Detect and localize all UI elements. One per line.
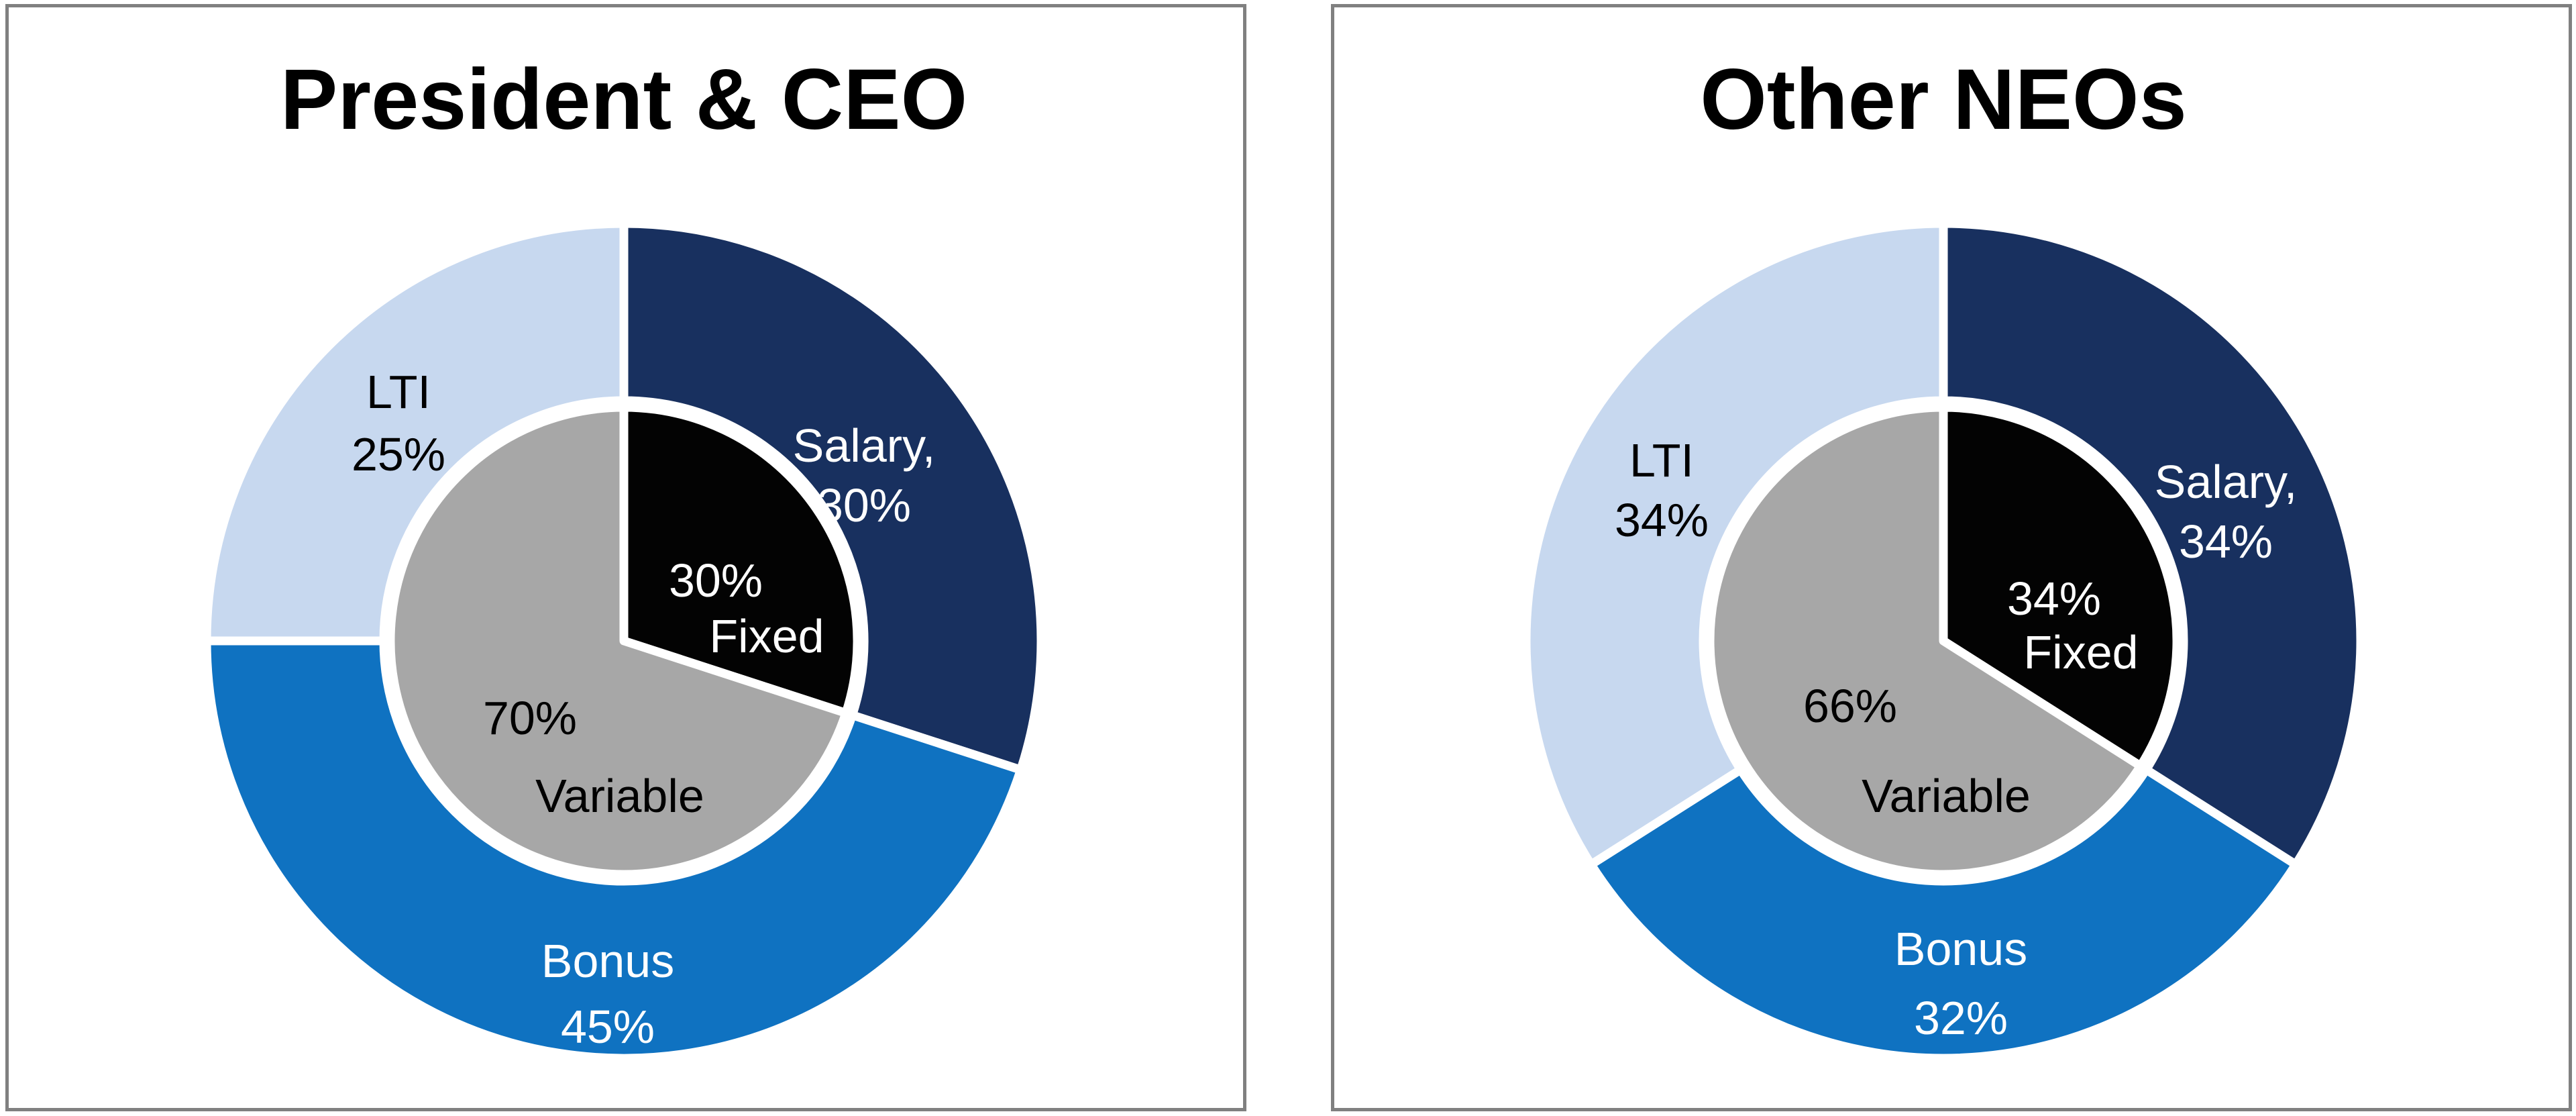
chart-title-other-neos: Other NEOs	[1700, 52, 2187, 148]
ring-slice-bonus	[1587, 765, 2300, 1063]
label-fixed-line1: 30%	[668, 554, 763, 607]
label-fixed-line2: Fixed	[2023, 626, 2139, 678]
label-variable-line2: Variable	[1862, 770, 2031, 822]
label-lti-line1: LTI	[1629, 434, 1694, 487]
label-lti-line2: 25%	[351, 428, 446, 480]
label-bonus-line2: 32%	[1913, 992, 2008, 1044]
label-variable-line1: 66%	[1803, 680, 1898, 732]
ring-slice-lti	[1521, 219, 1948, 869]
donut-other-neos	[1521, 219, 2365, 1063]
ring-slice-bonus	[202, 636, 1026, 1063]
donut-president-ceo	[202, 219, 1046, 1063]
label-salary-line2: 30%	[816, 479, 912, 531]
label-lti-line2: 34%	[1614, 494, 1709, 546]
ring-slice-salary	[619, 219, 1046, 774]
label-lti-line1: LTI	[366, 366, 431, 418]
ring-slice-salary	[1939, 219, 2365, 869]
label-salary-line2: 34%	[2178, 515, 2273, 568]
label-bonus-line1: Bonus	[541, 935, 675, 987]
label-bonus-line2: 45%	[560, 1001, 655, 1053]
label-salary-line1: Salary,	[2154, 456, 2298, 508]
pie-slice-variable	[1705, 403, 2145, 879]
label-salary-line1: Salary,	[792, 419, 936, 472]
label-variable-line1: 70%	[482, 692, 578, 744]
label-variable-line2: Variable	[535, 770, 704, 822]
label-bonus-line1: Bonus	[1894, 923, 2028, 975]
chart-title-president-ceo: President & CEO	[280, 52, 968, 148]
pie-slice-fixed	[619, 403, 862, 718]
ring-slice-lti	[202, 219, 629, 646]
pie-slice-variable	[386, 403, 851, 879]
label-fixed-line2: Fixed	[709, 610, 824, 662]
label-fixed-line1: 34%	[2006, 572, 2102, 625]
